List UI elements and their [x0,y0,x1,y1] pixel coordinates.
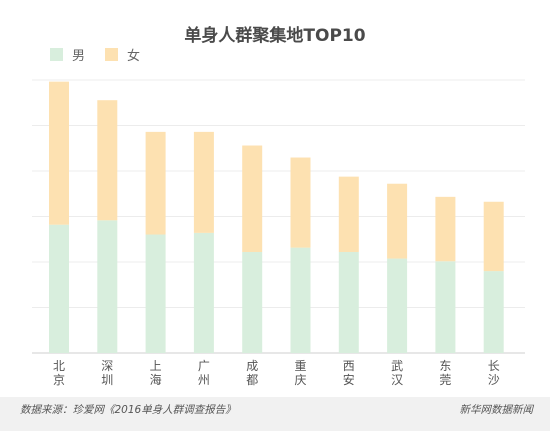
bar-male-2 [145,234,166,353]
bar-female-0 [49,81,69,225]
x-tick-label: 深 [101,359,113,373]
x-tick-label: 重 [294,359,306,373]
x-tick-label: 州 [198,373,210,387]
x-tick-label: 莞 [439,373,451,387]
x-tick-label: 长 [488,359,500,373]
bar-female-5 [290,157,311,248]
x-tick-label: 海 [150,372,162,387]
x-tick-label: 京 [53,373,65,387]
bar-female-6 [338,176,359,252]
brand-credit: 新华网数据新闻 [460,404,535,416]
x-tick-label: 武 [391,359,403,373]
x-tick-label: 汉 [391,373,403,387]
x-tick-label: 沙 [488,373,500,387]
bar-male-4 [242,251,263,353]
legend-swatch-male [50,48,63,61]
bar-male-8 [435,261,456,353]
bar-female-7 [387,183,408,259]
bar-female-1 [97,100,118,221]
x-tick-label: 圳 [101,373,113,387]
legend-swatch-female [105,48,118,61]
x-tick-label: 安 [343,372,355,387]
bar-male-0 [49,224,69,353]
x-tick-label: 庆 [294,373,306,387]
x-tick-label: 都 [246,373,258,387]
bar-male-5 [290,247,311,353]
bar-male-1 [97,220,118,353]
legend-label-male: 男 [72,49,85,64]
bar-female-9 [483,201,504,272]
x-tick-label: 东 [439,359,451,373]
source-note: 数据来源：珍爱网《2016单身人群调查报告》 [20,404,236,416]
bar-male-7 [387,258,408,353]
x-tick-label: 北 [53,359,65,373]
x-tick-label: 上 [150,359,162,373]
legend: 男女 [50,48,140,64]
legend-label-female: 女 [127,48,140,64]
bar-female-8 [435,196,456,262]
x-tick-label: 成 [246,359,258,373]
bar-male-3 [193,232,214,353]
x-tick-label: 西 [343,359,355,373]
bar-female-4 [242,145,263,252]
x-axis-labels: 北京 深圳 上海 广州 成都 重庆 西安 武汉 东莞 长沙 [53,359,500,387]
bar-female-2 [145,131,166,235]
bar-male-6 [338,251,359,353]
bars [49,81,504,353]
chart-title: 单身人群聚集地TOP10 [184,25,365,46]
bar-female-3 [193,131,214,233]
bar-male-9 [483,271,504,353]
footer-band [0,397,550,431]
x-tick-label: 广 [198,359,210,373]
